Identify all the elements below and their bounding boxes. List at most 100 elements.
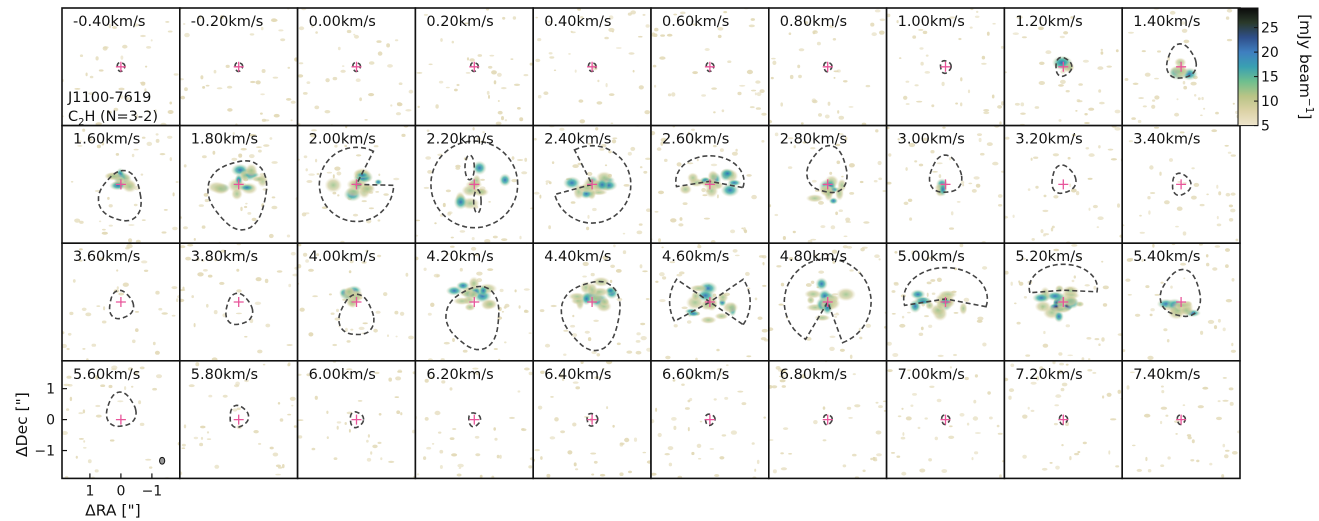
noise-speckle <box>484 239 491 244</box>
noise-speckle <box>1221 474 1225 478</box>
noise-speckle <box>99 257 104 261</box>
keplerian-mask-contour <box>1058 414 1069 426</box>
noise-speckle <box>425 156 432 160</box>
noise-speckle <box>916 100 923 103</box>
noise-speckle <box>812 30 818 34</box>
noise-speckle <box>247 212 252 215</box>
noise-speckle <box>1224 144 1229 147</box>
noise-speckle <box>846 406 852 410</box>
emission-blob <box>354 171 371 179</box>
channel-velocity-label: 7.00km/s <box>898 367 965 383</box>
noise-speckle <box>1138 97 1144 99</box>
noise-speckle <box>294 266 298 270</box>
noise-speckle <box>529 62 533 66</box>
noise-speckle <box>149 466 153 469</box>
noise-speckle <box>654 27 659 32</box>
noise-speckle <box>1069 456 1072 461</box>
noise-speckle <box>255 80 261 85</box>
noise-speckle <box>125 247 130 250</box>
noise-speckle <box>488 201 491 203</box>
noise-speckle <box>70 181 74 183</box>
noise-speckle <box>1160 406 1168 410</box>
emission-blob <box>824 187 834 202</box>
noise-speckle <box>523 288 530 291</box>
noise-speckle <box>231 157 238 161</box>
noise-speckle <box>372 444 378 449</box>
emission-blob <box>344 287 355 297</box>
channel-velocity-label: 3.00km/s <box>898 132 965 148</box>
noise-speckle <box>214 257 217 262</box>
noise-speckle <box>519 117 524 122</box>
noise-speckle <box>528 465 533 469</box>
noise-speckle <box>1181 21 1186 25</box>
noise-speckle <box>361 200 367 203</box>
emission-blob <box>720 183 740 198</box>
noise-speckle <box>108 224 113 227</box>
noise-speckle <box>679 217 683 221</box>
noise-speckle <box>249 154 255 159</box>
noise-speckle <box>610 264 615 268</box>
noise-speckle <box>367 434 370 438</box>
noise-speckle <box>171 314 176 317</box>
noise-speckle <box>692 23 698 26</box>
noise-speckle <box>333 457 338 460</box>
noise-speckle <box>604 36 609 40</box>
noise-speckle <box>941 469 948 473</box>
noise-speckle <box>838 115 845 120</box>
channel-panel <box>296 124 417 244</box>
noise-speckle <box>1042 209 1049 213</box>
noise-speckle <box>1222 399 1229 402</box>
noise-speckle <box>449 437 455 440</box>
star-position-marker <box>1058 414 1069 425</box>
noise-speckle <box>113 107 119 112</box>
noise-speckle <box>256 146 262 148</box>
keplerian-mask-contour <box>1028 263 1099 294</box>
noise-speckle <box>1127 294 1132 296</box>
noise-speckle <box>931 292 936 295</box>
noise-speckle <box>1191 439 1195 444</box>
noise-speckle <box>366 457 372 462</box>
source-name-label: J1100-7619 <box>67 90 151 106</box>
noise-speckle <box>580 15 584 19</box>
noise-speckle <box>953 312 959 314</box>
noise-speckle <box>264 278 269 284</box>
noise-speckle <box>271 161 278 164</box>
noise-speckle <box>691 451 695 456</box>
noise-speckle <box>1102 285 1109 290</box>
noise-speckle <box>95 414 102 418</box>
noise-speckle <box>112 26 118 29</box>
noise-speckle <box>638 223 643 226</box>
noise-speckle <box>1088 153 1095 157</box>
noise-speckle <box>172 192 175 197</box>
noise-speckle <box>187 243 194 247</box>
noise-speckle <box>623 184 630 187</box>
noise-speckle <box>1082 441 1087 445</box>
noise-speckle <box>1213 325 1218 330</box>
noise-speckle <box>95 56 99 61</box>
noise-speckle <box>475 453 481 457</box>
noise-speckle <box>882 400 887 403</box>
noise-speckle <box>891 290 896 293</box>
noise-speckle <box>1106 65 1112 68</box>
emission-blob <box>722 301 739 314</box>
noise-speckle <box>1166 339 1170 343</box>
noise-speckle <box>852 453 857 457</box>
noise-speckle <box>1100 51 1104 55</box>
noise-speckle <box>730 229 736 234</box>
emission-blob <box>910 289 926 300</box>
noise-speckle <box>1077 100 1083 103</box>
noise-speckle <box>122 44 128 49</box>
noise-speckle <box>1071 279 1075 283</box>
noise-speckle <box>691 128 695 131</box>
noise-speckle <box>1093 285 1097 290</box>
noise-speckle <box>537 94 542 99</box>
noise-speckle <box>561 377 565 382</box>
noise-speckle <box>152 387 158 391</box>
noise-speckle <box>1067 156 1071 160</box>
star-position-marker <box>351 61 362 72</box>
noise-speckle <box>894 251 898 254</box>
noise-speckle <box>297 264 302 269</box>
noise-speckle <box>749 106 755 109</box>
noise-speckle <box>501 238 508 242</box>
channel-velocity-label: 7.20km/s <box>1015 367 1082 383</box>
